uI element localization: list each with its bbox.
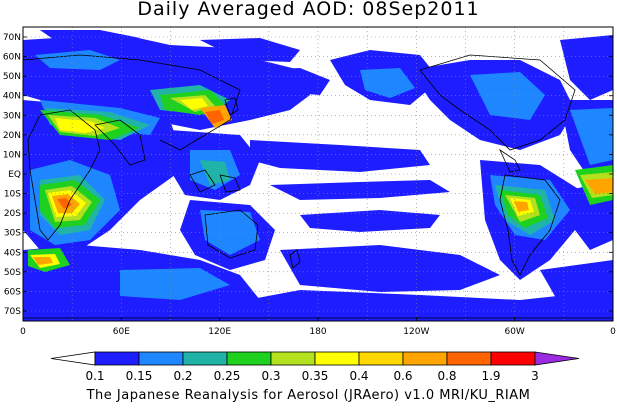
colorbar-label: 0.3 [261,369,280,383]
latitude-label: 40S [4,248,21,258]
longitude-label: 60E [113,327,130,337]
latitude-label: 10N [3,150,21,160]
colorbar-label: 0.6 [393,369,412,383]
colorbar-segment [358,351,404,366]
colorbar-segment [182,351,228,366]
colorbar-label: 0.8 [437,369,456,383]
colorbar-segment [446,351,492,366]
longitude-label: 180 [309,327,326,337]
colorbar-segment [226,351,272,366]
latitude-label: 10S [4,190,21,200]
colorbar-segment [534,351,580,366]
colorbar-segment [138,351,184,366]
aod-contour-0-8 [57,110,224,209]
colorbar-segment [270,351,316,366]
latitude-label: 60S [4,287,21,297]
latitude-label: 50S [4,268,21,278]
latitude-axis: 70N 60N 50N 40N 30N 20N 10N EQ 10S 20S 30S 40S 50S 60… [3,33,613,317]
longitude-label: 60W [504,327,524,337]
colorbar-label: 0.4 [349,369,368,383]
colorbar-label: 0.1 [85,369,104,383]
longitude-label: 0 [610,327,616,337]
colorbar-label: 0.35 [302,369,329,383]
longitude-label: 120W [403,327,429,337]
colorbar-label: 3 [531,369,539,383]
colorbar-segment [402,351,448,366]
latitude-label: 70S [4,307,21,317]
longitude-label: 120E [208,327,231,337]
longitude-axis: 0 60E 120E 180 120W 60W 0 [20,317,616,337]
latitude-label: 30N [3,111,21,121]
colorbar-segment [314,351,360,366]
colorbar-label: 1.9 [481,369,500,383]
colorbar-label: 0.2 [173,369,192,383]
latitude-label: 30S [4,229,21,239]
aod-field [23,30,613,321]
colorbar-segment [94,351,140,366]
colorbar: 0.1 0.15 0.2 0.25 0.3 0.35 0.4 0.6 0.8 1.9 3 [50,351,580,383]
latitude-label: 40N [3,92,21,102]
map-title: Daily Averaged AOD: 08Sep2011 [137,0,480,20]
colorbar-label: 0.25 [214,369,241,383]
colorbar-segment [490,351,536,366]
footer-credit: The Japanese Reanalysis for Aerosol (JRA… [86,388,531,403]
graticule [23,27,613,321]
colorbar-segment [50,351,96,366]
colorbar-label: 0.15 [126,369,153,383]
latitude-label: 50N [3,72,21,82]
latitude-label: 60N [3,53,21,63]
longitude-label: 0 [20,327,26,337]
latitude-label: 20S [4,209,21,219]
latitude-label: 20N [3,131,21,141]
latitude-label: 70N [3,33,21,43]
latitude-label: EQ [8,170,21,180]
